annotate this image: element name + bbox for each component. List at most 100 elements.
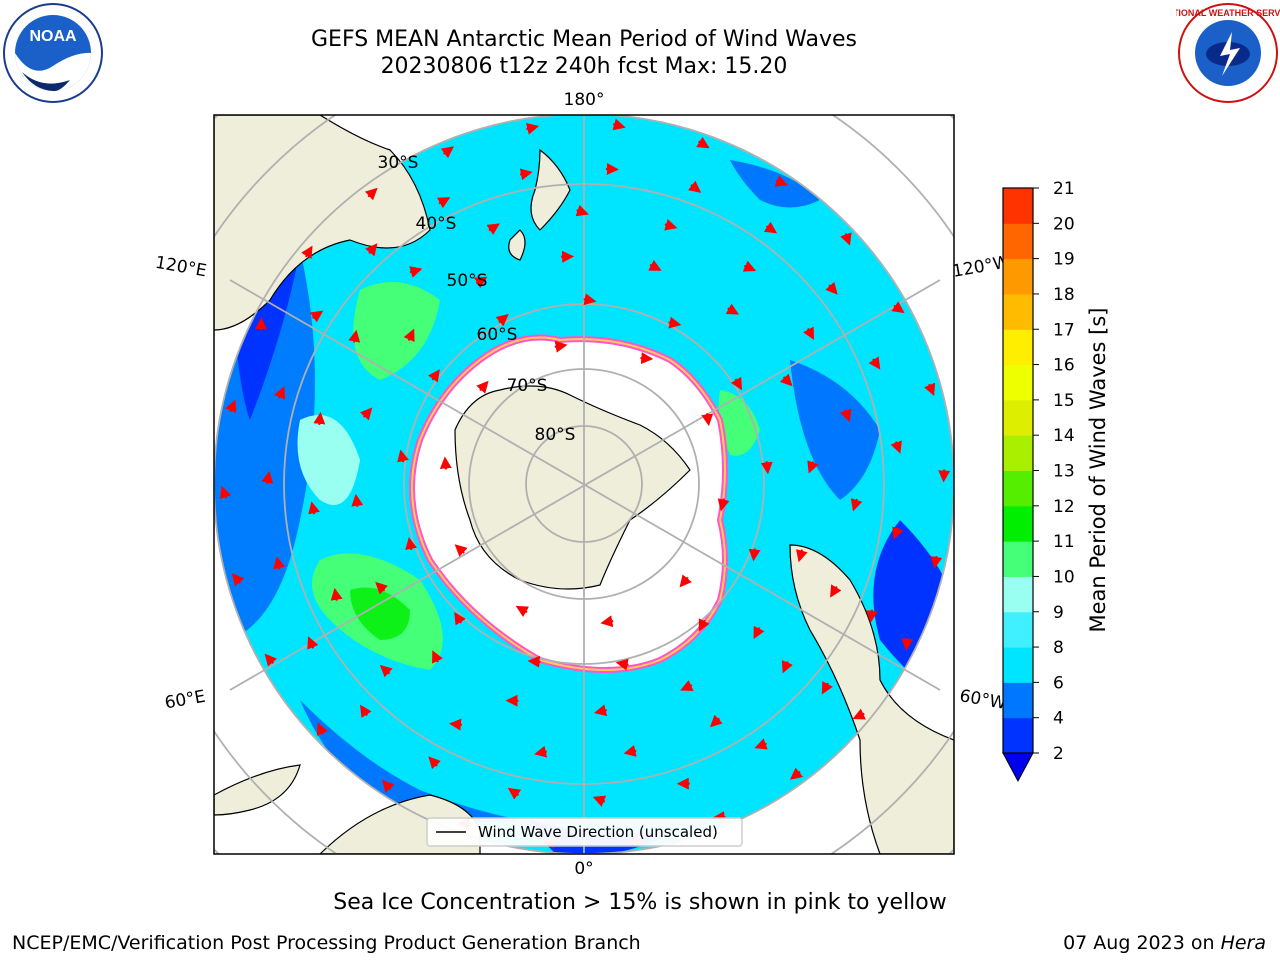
wind-wave-arrow	[892, 526, 904, 540]
wind-wave-arrow	[351, 493, 364, 507]
colorbar-band	[1003, 647, 1033, 683]
wind-wave-arrow	[594, 704, 608, 717]
chart-subtitle: 20230806 t12z 240h fcst Max: 15.20	[380, 54, 788, 79]
wind-wave-arrow	[803, 326, 815, 340]
wind-wave-arrow	[725, 303, 740, 315]
wind-wave-arrow	[592, 795, 607, 807]
wind-wave-arrow	[301, 245, 313, 259]
colorbar-tick-label: 16	[1053, 356, 1075, 376]
wind-wave-arrow	[600, 615, 614, 628]
colorbar-band	[1003, 541, 1033, 577]
wind-wave-arrow	[779, 373, 793, 387]
wind-wave-arrow	[375, 581, 388, 595]
colorbar-tick-label: 10	[1053, 567, 1075, 587]
sea-ice-caption: Sea Ice Concentration > 15% is shown in …	[333, 890, 947, 915]
wind-wave-arrow	[534, 745, 548, 758]
map-legend: Wind Wave Direction (unscaled)	[426, 817, 743, 847]
wind-wave-arrow	[825, 281, 838, 295]
wind-wave-arrow	[432, 650, 443, 664]
colorbar-tick-label: 11	[1053, 532, 1075, 552]
wind-wave-arrow	[359, 407, 373, 421]
chart-title: GEFS MEAN Antarctic Mean Period of Wind …	[311, 27, 857, 52]
wind-wave-arrow	[865, 609, 878, 623]
wind-wave-arrow	[701, 413, 714, 427]
wind-wave-arrow	[781, 660, 793, 674]
colorbar-tick-label: 14	[1053, 426, 1075, 446]
colorbar-band	[1003, 399, 1033, 436]
wind-wave-arrow	[830, 584, 842, 598]
wind-wave-arrow	[316, 722, 328, 736]
wind-wave-arrow	[403, 328, 415, 343]
colorbar-tick-label: 13	[1053, 462, 1075, 482]
wind-wave-arrow	[730, 376, 742, 391]
wind-wave-arrow	[486, 223, 500, 235]
wind-wave-arrow	[664, 218, 678, 231]
wind-wave-arrow	[868, 356, 881, 370]
wind-wave-arrow	[754, 738, 768, 750]
lon-label-0: 0°	[574, 859, 593, 879]
colorbar-label: Mean Period of Wind Waves [s]	[1086, 308, 1110, 633]
wind-wave-arrow	[696, 136, 710, 149]
wind-wave-arrow	[679, 574, 692, 588]
colorbar-tick-label: 19	[1053, 250, 1075, 270]
colorbar-tick-label: 15	[1053, 391, 1075, 411]
wind-wave-arrow	[439, 456, 452, 470]
wind-wave-arrow	[405, 537, 417, 551]
wind-wave-arrow	[219, 485, 232, 500]
wind-wave-arrow	[688, 180, 702, 193]
wind-wave-arrow	[930, 555, 943, 569]
wind-wave-arrow	[264, 653, 278, 667]
wind-wave-arrow	[615, 658, 629, 671]
wind-wave-arrow	[474, 276, 488, 289]
wind-wave-arrow	[753, 625, 765, 640]
wind-wave-arrow	[852, 708, 866, 720]
nws-logo-text: NATIONAL WEATHER SERVICE	[1176, 8, 1280, 18]
wind-wave-arrow	[612, 118, 626, 131]
colorbar-tick-label: 18	[1053, 285, 1075, 305]
wind-wave-arrow	[309, 310, 324, 323]
wind-wave-arrow	[709, 714, 723, 728]
colorbar-tick-label: 21	[1053, 179, 1075, 199]
wind-wave-arrow	[623, 745, 637, 757]
colorbar-tick-label: 6	[1053, 673, 1064, 693]
colorbar-band	[1003, 435, 1033, 471]
colorbar-band	[1003, 470, 1033, 507]
colorbar-tick-label: 17	[1053, 320, 1075, 340]
legend-label: Wind Wave Direction (unscaled)	[478, 823, 718, 841]
wind-wave-arrow	[313, 411, 326, 426]
colorbar-band	[1003, 223, 1033, 260]
wind-wave-arrow	[261, 470, 274, 484]
wind-wave-arrow	[938, 469, 951, 483]
wind-wave-arrow	[308, 501, 320, 515]
wind-wave-arrow	[698, 618, 710, 632]
wind-wave-arrow	[507, 787, 522, 800]
footer-machine: Hera	[1220, 932, 1266, 954]
wind-wave-arrow	[427, 369, 440, 383]
colorbar-tick-label: 12	[1053, 497, 1075, 517]
colorbar-band	[1003, 611, 1033, 648]
wind-wave-arrow	[668, 316, 682, 329]
wind-wave-arrow	[274, 386, 286, 400]
wind-wave-arrow	[821, 681, 833, 695]
lon-label-180: 180°	[564, 90, 605, 110]
wind-wave-arrow	[225, 399, 237, 414]
colorbar-band	[1003, 717, 1033, 754]
wind-wave-arrow	[648, 259, 662, 271]
wind-wave-arrow	[575, 204, 589, 217]
wind-wave-arrow	[839, 408, 852, 423]
colorbar-band	[1003, 258, 1033, 295]
wind-wave-arrow	[436, 197, 451, 209]
wind-wave-arrow	[850, 498, 863, 512]
wind-wave-arrow	[454, 544, 468, 557]
wind-wave-arrow	[554, 340, 568, 353]
wind-wave-arrow	[364, 187, 378, 201]
wind-wave-arrow	[476, 380, 489, 394]
wind-wave-arrow	[891, 301, 905, 314]
lat-label-30s: 30°S	[378, 153, 419, 173]
lat-label-60s: 60°S	[477, 325, 518, 345]
wind-wave-arrow	[440, 146, 454, 159]
wind-wave-arrow	[515, 605, 530, 618]
colorbar-band	[1003, 682, 1033, 719]
wind-wave-arrow	[519, 168, 533, 181]
